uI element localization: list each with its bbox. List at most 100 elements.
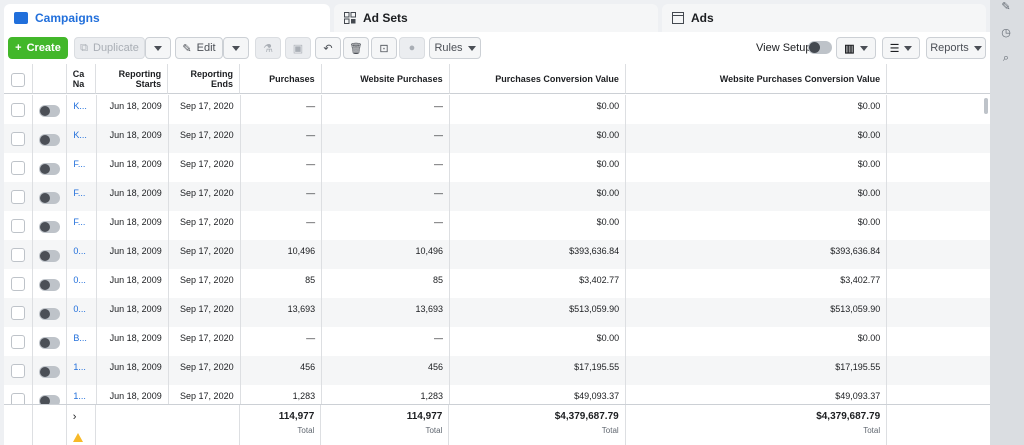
row-checkbox[interactable]	[11, 132, 26, 146]
table-cell: $513,059.90	[450, 298, 627, 327]
tab-campaigns[interactable]: Campaigns	[4, 4, 330, 32]
lock-button[interactable]: ▣	[285, 37, 311, 59]
col-header-reporting-ends[interactable]: Reporting Ends	[168, 64, 241, 94]
row-checkbox[interactable]	[11, 161, 26, 175]
table-row[interactable]: K... Jun 18, 2009 Sep 17, 2020 — — $0.00 $0.00	[4, 124, 990, 153]
table-row[interactable]: F... Jun 18, 2009 Sep 17, 2020 — — $0.00 $0.00	[4, 182, 990, 211]
select-all-checkbox[interactable]	[11, 72, 26, 87]
rules-button[interactable]: Rules	[429, 37, 481, 59]
pencil-icon[interactable]: ✎	[1001, 1, 1011, 13]
create-button[interactable]: + Create	[8, 37, 68, 59]
tab-ads[interactable]: Ads	[662, 4, 986, 32]
campaign-name-link[interactable]: 0...	[73, 275, 86, 285]
table-row[interactable]: F... Jun 18, 2009 Sep 17, 2020 — — $0.00 $0.00	[4, 153, 990, 182]
clock-icon[interactable]: ◷	[1001, 27, 1011, 39]
row-checkbox[interactable]	[11, 219, 26, 233]
table-cell: —	[322, 327, 451, 356]
campaign-name-link[interactable]: F...	[73, 188, 86, 198]
ab-test-button[interactable]: ⚗	[255, 37, 281, 59]
search-icon[interactable]: ⌕	[1002, 52, 1010, 64]
reports-button[interactable]: Reports	[926, 37, 986, 59]
breakdown-button[interactable]: ☰	[882, 37, 920, 59]
tag-button[interactable]: ●	[399, 37, 425, 59]
table-cell	[887, 153, 990, 182]
campaign-toggle[interactable]	[39, 366, 61, 378]
table-row[interactable]: 1... Jun 18, 2009 Sep 17, 2020 1,283 1,283 $4…	[4, 385, 990, 414]
duplicate-button[interactable]: ⧉ Duplicate	[74, 37, 145, 59]
total-conv-value-cell: $4,379,687.79 Total	[449, 405, 626, 445]
purchases-value: 85	[305, 275, 316, 285]
table-cell: F...	[67, 153, 97, 182]
purchases-value: 456	[300, 362, 316, 372]
table-row[interactable]: 0... Jun 18, 2009 Sep 17, 2020 13,693 13,693…	[4, 298, 990, 327]
row-checkbox[interactable]	[11, 335, 26, 349]
table-row[interactable]: K... Jun 18, 2009 Sep 17, 2020 — — $0.00 $0.00	[4, 95, 990, 124]
edit-button[interactable]: ✎ Edit	[175, 37, 223, 59]
duplicate-dropdown[interactable]	[145, 37, 171, 59]
campaign-name-link[interactable]: 1...	[73, 362, 86, 372]
tab-ad-sets[interactable]: Ad Sets	[334, 4, 658, 32]
row-checkbox[interactable]	[11, 364, 26, 378]
campaign-name-link[interactable]: 0...	[73, 246, 86, 256]
table-cell	[33, 356, 68, 385]
table-row[interactable]: 1... Jun 18, 2009 Sep 17, 2020 456 456 $17,19…	[4, 356, 990, 385]
table-cell: 1,283	[241, 385, 323, 414]
campaign-name-link[interactable]: K...	[73, 130, 87, 140]
table-cell: —	[241, 327, 323, 356]
preview-button[interactable]: ⊡	[371, 37, 397, 59]
table-row[interactable]: F... Jun 18, 2009 Sep 17, 2020 — — $0.00 $0.00	[4, 211, 990, 240]
table-cell: $3,402.77	[450, 269, 627, 298]
web-conv-value: $0.00	[857, 188, 881, 198]
campaign-name-link[interactable]: 0...	[73, 304, 86, 314]
campaign-toggle[interactable]	[39, 192, 61, 204]
table-row[interactable]: B... Jun 18, 2009 Sep 17, 2020 — — $0.00 $0.00	[4, 327, 990, 356]
undo-button[interactable]: ↶	[315, 37, 341, 59]
row-checkbox[interactable]	[11, 306, 26, 320]
col-header-purchases[interactable]: Purchases	[240, 64, 322, 94]
campaign-name-link[interactable]: B...	[73, 333, 87, 343]
row-checkbox[interactable]	[11, 103, 26, 117]
purchases-value: 13,693	[287, 304, 316, 314]
campaign-toggle[interactable]	[39, 250, 61, 262]
row-checkbox[interactable]	[11, 277, 26, 291]
campaign-toggle[interactable]	[39, 163, 61, 175]
col-header-website-purchases[interactable]: Website Purchases	[321, 64, 450, 94]
table-cell	[4, 182, 34, 211]
campaign-toggle[interactable]	[39, 105, 61, 117]
campaign-name-link[interactable]: F...	[73, 159, 86, 169]
table-cell	[33, 327, 68, 356]
col-header-name[interactable]: Ca Na	[66, 64, 97, 94]
table-row[interactable]: 0... Jun 18, 2009 Sep 17, 2020 10,496 10,496…	[4, 240, 990, 269]
totals-expand[interactable]: ›	[67, 405, 97, 445]
columns-button[interactable]: ▥	[836, 37, 876, 59]
campaign-toggle[interactable]	[39, 308, 61, 320]
total-conv-value: $4,379,687.79	[554, 411, 619, 422]
web-conv-value: $0.00	[857, 217, 881, 227]
warning-icon[interactable]	[72, 433, 83, 442]
campaign-toggle[interactable]	[39, 134, 61, 146]
campaign-name-link[interactable]: 1...	[73, 391, 86, 401]
edit-dropdown[interactable]	[223, 37, 249, 59]
chevron-right-icon[interactable]: ›	[72, 411, 77, 423]
campaign-toggle[interactable]	[39, 337, 61, 349]
purchases-value: —	[306, 188, 316, 198]
col-header-conv-value[interactable]: Purchases Conversion Value	[449, 64, 626, 94]
col-header-reporting-starts[interactable]: Reporting Starts	[96, 64, 169, 94]
row-checkbox[interactable]	[11, 248, 26, 262]
delete-button[interactable]: 🗑	[343, 37, 369, 59]
campaign-toggle[interactable]	[39, 279, 61, 291]
view-setup-toggle[interactable]	[808, 41, 832, 54]
purchases-value: —	[306, 130, 316, 140]
table-cell: $513,059.90	[626, 298, 888, 327]
campaign-toggle[interactable]	[39, 221, 61, 233]
col-header-web-conv-value[interactable]: Website Purchases Conversion Value	[625, 64, 888, 94]
total-purchases-cell: 114,977 Total	[240, 405, 322, 445]
table-row[interactable]: 0... Jun 18, 2009 Sep 17, 2020 85 85 $3,402.7…	[4, 269, 990, 298]
purchases-value: —	[306, 101, 316, 111]
campaign-name-link[interactable]: K...	[73, 101, 87, 111]
vertical-scrollbar[interactable]	[984, 98, 988, 114]
web-conv-value: $17,195.55	[835, 362, 881, 372]
campaign-name-link[interactable]: F...	[73, 217, 86, 227]
total-label: Total	[601, 426, 619, 435]
row-checkbox[interactable]	[11, 190, 26, 204]
